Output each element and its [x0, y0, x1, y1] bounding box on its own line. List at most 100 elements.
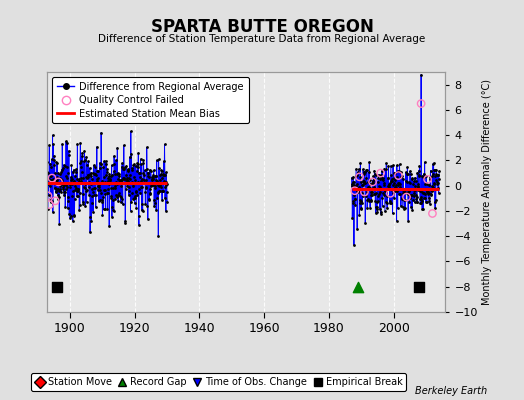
Point: [95, 187, 104, 193]
Point: [70, 212, 79, 218]
Point: [124, 168, 132, 174]
Point: [66, 181, 74, 188]
Point: [51, 178, 60, 184]
Point: [152, 157, 161, 164]
Point: [136, 174, 144, 180]
Point: [76, 140, 84, 146]
Point: [425, 182, 433, 188]
Point: [365, 159, 374, 166]
Point: [423, 188, 431, 194]
Point: [381, 187, 389, 194]
Legend: Station Move, Record Gap, Time of Obs. Change, Empirical Break: Station Move, Record Gap, Time of Obs. C…: [31, 373, 406, 391]
Point: [53, 284, 61, 290]
Point: [427, 192, 435, 198]
Point: [126, 154, 134, 160]
Point: [364, 184, 372, 191]
Point: [414, 184, 423, 190]
Point: [95, 198, 103, 204]
Point: [112, 171, 121, 178]
Point: [429, 171, 437, 178]
Point: [350, 182, 358, 188]
Point: [87, 169, 95, 176]
Point: [374, 175, 383, 181]
Point: [133, 164, 141, 170]
Point: [135, 170, 144, 177]
Point: [391, 182, 400, 189]
Point: [372, 204, 380, 210]
Point: [94, 184, 103, 190]
Point: [103, 169, 111, 175]
Point: [75, 202, 84, 208]
Point: [96, 165, 104, 171]
Point: [78, 153, 86, 160]
Point: [403, 171, 412, 177]
Point: [93, 144, 101, 150]
Point: [122, 177, 130, 184]
Point: [357, 182, 366, 188]
Point: [71, 182, 80, 189]
Point: [99, 164, 107, 170]
Point: [367, 192, 375, 198]
Point: [347, 174, 356, 181]
Point: [414, 183, 422, 189]
Point: [154, 233, 162, 239]
Point: [381, 166, 390, 173]
Point: [93, 176, 102, 182]
Point: [355, 197, 364, 203]
Point: [405, 179, 413, 185]
Point: [44, 192, 52, 199]
Point: [397, 203, 405, 209]
Point: [100, 206, 108, 213]
Point: [412, 194, 421, 200]
Point: [143, 144, 151, 150]
Point: [59, 186, 67, 192]
Point: [129, 181, 137, 188]
Point: [143, 203, 151, 209]
Point: [138, 208, 147, 214]
Point: [352, 166, 361, 172]
Point: [147, 168, 155, 174]
Point: [141, 201, 149, 207]
Point: [89, 208, 97, 215]
Point: [141, 188, 149, 195]
Point: [72, 166, 80, 173]
Point: [435, 168, 443, 174]
Point: [117, 164, 126, 170]
Point: [86, 181, 95, 188]
Point: [86, 214, 94, 220]
Point: [348, 199, 357, 206]
Point: [66, 181, 74, 188]
Point: [49, 141, 58, 148]
Point: [154, 190, 162, 196]
Point: [56, 186, 64, 192]
Point: [397, 168, 405, 175]
Point: [72, 185, 80, 192]
Point: [136, 190, 145, 196]
Point: [159, 188, 167, 194]
Point: [46, 173, 54, 180]
Point: [375, 191, 384, 197]
Point: [379, 177, 387, 184]
Point: [116, 183, 125, 189]
Point: [138, 201, 147, 207]
Point: [106, 176, 114, 182]
Point: [409, 192, 418, 199]
Point: [163, 198, 171, 205]
Point: [418, 206, 427, 212]
Point: [151, 173, 159, 179]
Point: [74, 185, 82, 192]
Point: [411, 187, 420, 193]
Point: [374, 192, 383, 199]
Point: [402, 178, 410, 184]
Point: [430, 180, 438, 187]
Point: [75, 207, 83, 213]
Point: [130, 161, 138, 168]
Point: [56, 171, 64, 177]
Point: [395, 180, 403, 186]
Point: [162, 180, 171, 187]
Point: [424, 189, 432, 195]
Point: [125, 174, 134, 181]
Point: [146, 166, 154, 173]
Point: [80, 158, 88, 165]
Point: [376, 170, 385, 176]
